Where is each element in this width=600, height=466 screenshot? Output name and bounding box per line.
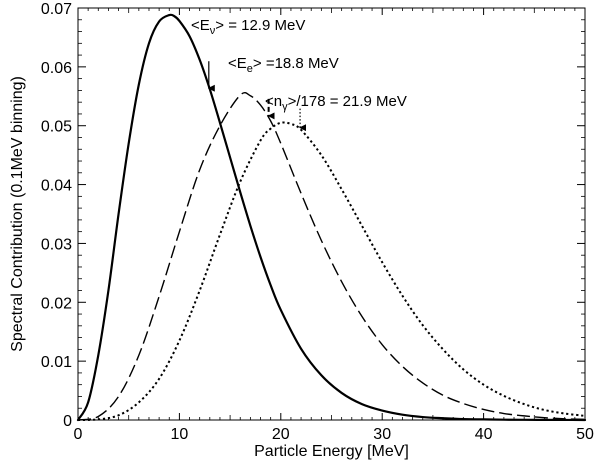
y-tick-label: 0.05 <box>41 119 72 136</box>
annotation-suffix: >/178 = 21.9 MeV <box>288 93 407 110</box>
x-tick-label: 30 <box>373 426 391 443</box>
y-tick-label: 0.07 <box>41 1 72 18</box>
annotations: <Eν> = 12.9 MeV<Ee> =18.8 MeV<nγ>/178 = … <box>191 17 407 132</box>
annotation-prefix: <E <box>228 55 247 72</box>
y-tick-label: 0.01 <box>41 354 72 371</box>
series-group <box>76 13 587 422</box>
annotation-prefix: <n <box>265 93 282 110</box>
y-tick-label: 0.06 <box>41 60 72 77</box>
x-axis-title: Particle Energy [MeV] <box>254 443 409 460</box>
annotation-e-label: <Ee> =18.8 MeV <box>228 55 339 75</box>
x-tick-label: 0 <box>74 426 83 443</box>
y-tick-label: 0.03 <box>41 236 72 253</box>
annotation-prefix: <E <box>191 17 210 34</box>
annotation-suffix: > =18.8 MeV <box>253 55 339 72</box>
series-neutrino <box>76 13 587 422</box>
x-tick-label: 10 <box>171 426 189 443</box>
annotation-suffix: > = 12.9 MeV <box>215 17 305 34</box>
y-tick-label: 0.02 <box>41 295 72 312</box>
annotation-subscript: ν <box>210 25 216 37</box>
y-tick-label: 0 <box>63 413 72 430</box>
series-gamma <box>77 121 586 421</box>
x-tick-label: 50 <box>576 426 594 443</box>
annotation-g-label: <nγ>/178 = 21.9 MeV <box>265 93 407 113</box>
series-electron <box>77 91 586 421</box>
y-tick-label: 0.04 <box>41 178 72 195</box>
y-axis-title: Spectral Contribution (0.1MeV binning) <box>9 76 26 352</box>
annotation-subscript: γ <box>282 101 288 113</box>
axis-ticks: 0 10 20 30 40 50 0 0.01 0.02 0.03 0.04 0.05 0.06 0.07 <box>41 1 594 443</box>
x-tick-label: 20 <box>272 426 290 443</box>
x-tick-label: 40 <box>475 426 493 443</box>
annotation-nu-label: <Eν> = 12.9 MeV <box>191 17 305 37</box>
annotation-subscript: e <box>247 63 253 75</box>
